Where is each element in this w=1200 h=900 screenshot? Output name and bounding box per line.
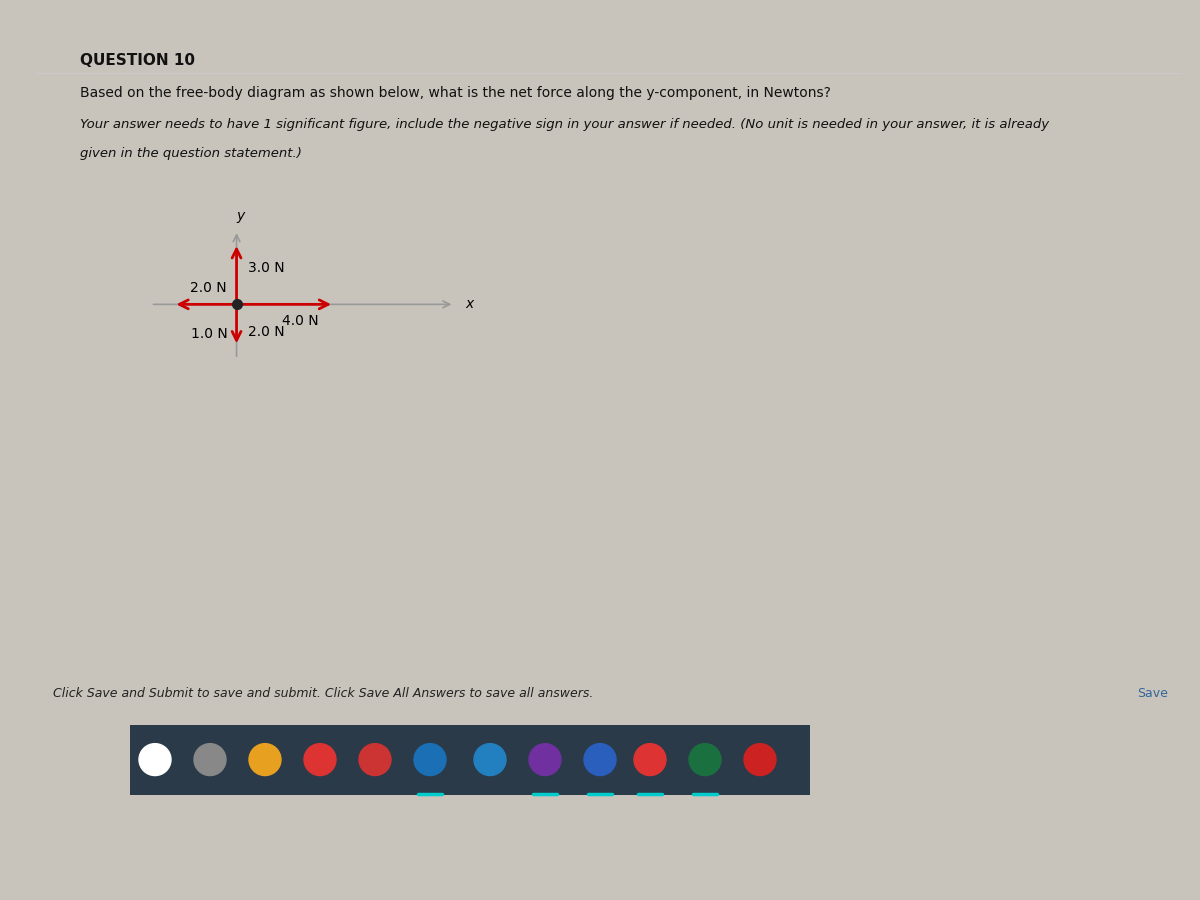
Text: 3.0 N: 3.0 N — [248, 261, 284, 274]
Circle shape — [744, 743, 776, 776]
Text: 2.0 N: 2.0 N — [248, 325, 284, 338]
Circle shape — [250, 743, 281, 776]
Circle shape — [474, 743, 506, 776]
Circle shape — [359, 743, 391, 776]
Circle shape — [689, 743, 721, 776]
Text: x: x — [466, 297, 474, 311]
Circle shape — [194, 743, 226, 776]
Text: Your answer needs to have 1 significant figure, include the negative sign in you: Your answer needs to have 1 significant … — [79, 118, 1049, 130]
Text: 2.0 N: 2.0 N — [190, 281, 227, 294]
Circle shape — [414, 743, 446, 776]
Circle shape — [139, 743, 172, 776]
Circle shape — [529, 743, 562, 776]
Text: QUESTION 10: QUESTION 10 — [79, 53, 194, 68]
Text: 1.0 N: 1.0 N — [191, 328, 227, 341]
Text: 4.0 N: 4.0 N — [282, 314, 318, 328]
Bar — [130, 724, 810, 795]
Circle shape — [304, 743, 336, 776]
Text: Click Save and Submit to save and submit. Click Save All Answers to save all ans: Click Save and Submit to save and submit… — [53, 688, 594, 700]
Text: y: y — [236, 209, 244, 222]
Text: Save: Save — [1138, 688, 1169, 700]
Text: given in the question statement.): given in the question statement.) — [79, 147, 301, 159]
Circle shape — [584, 743, 616, 776]
Text: Based on the free-body diagram as shown below, what is the net force along the y: Based on the free-body diagram as shown … — [79, 86, 830, 100]
Circle shape — [634, 743, 666, 776]
